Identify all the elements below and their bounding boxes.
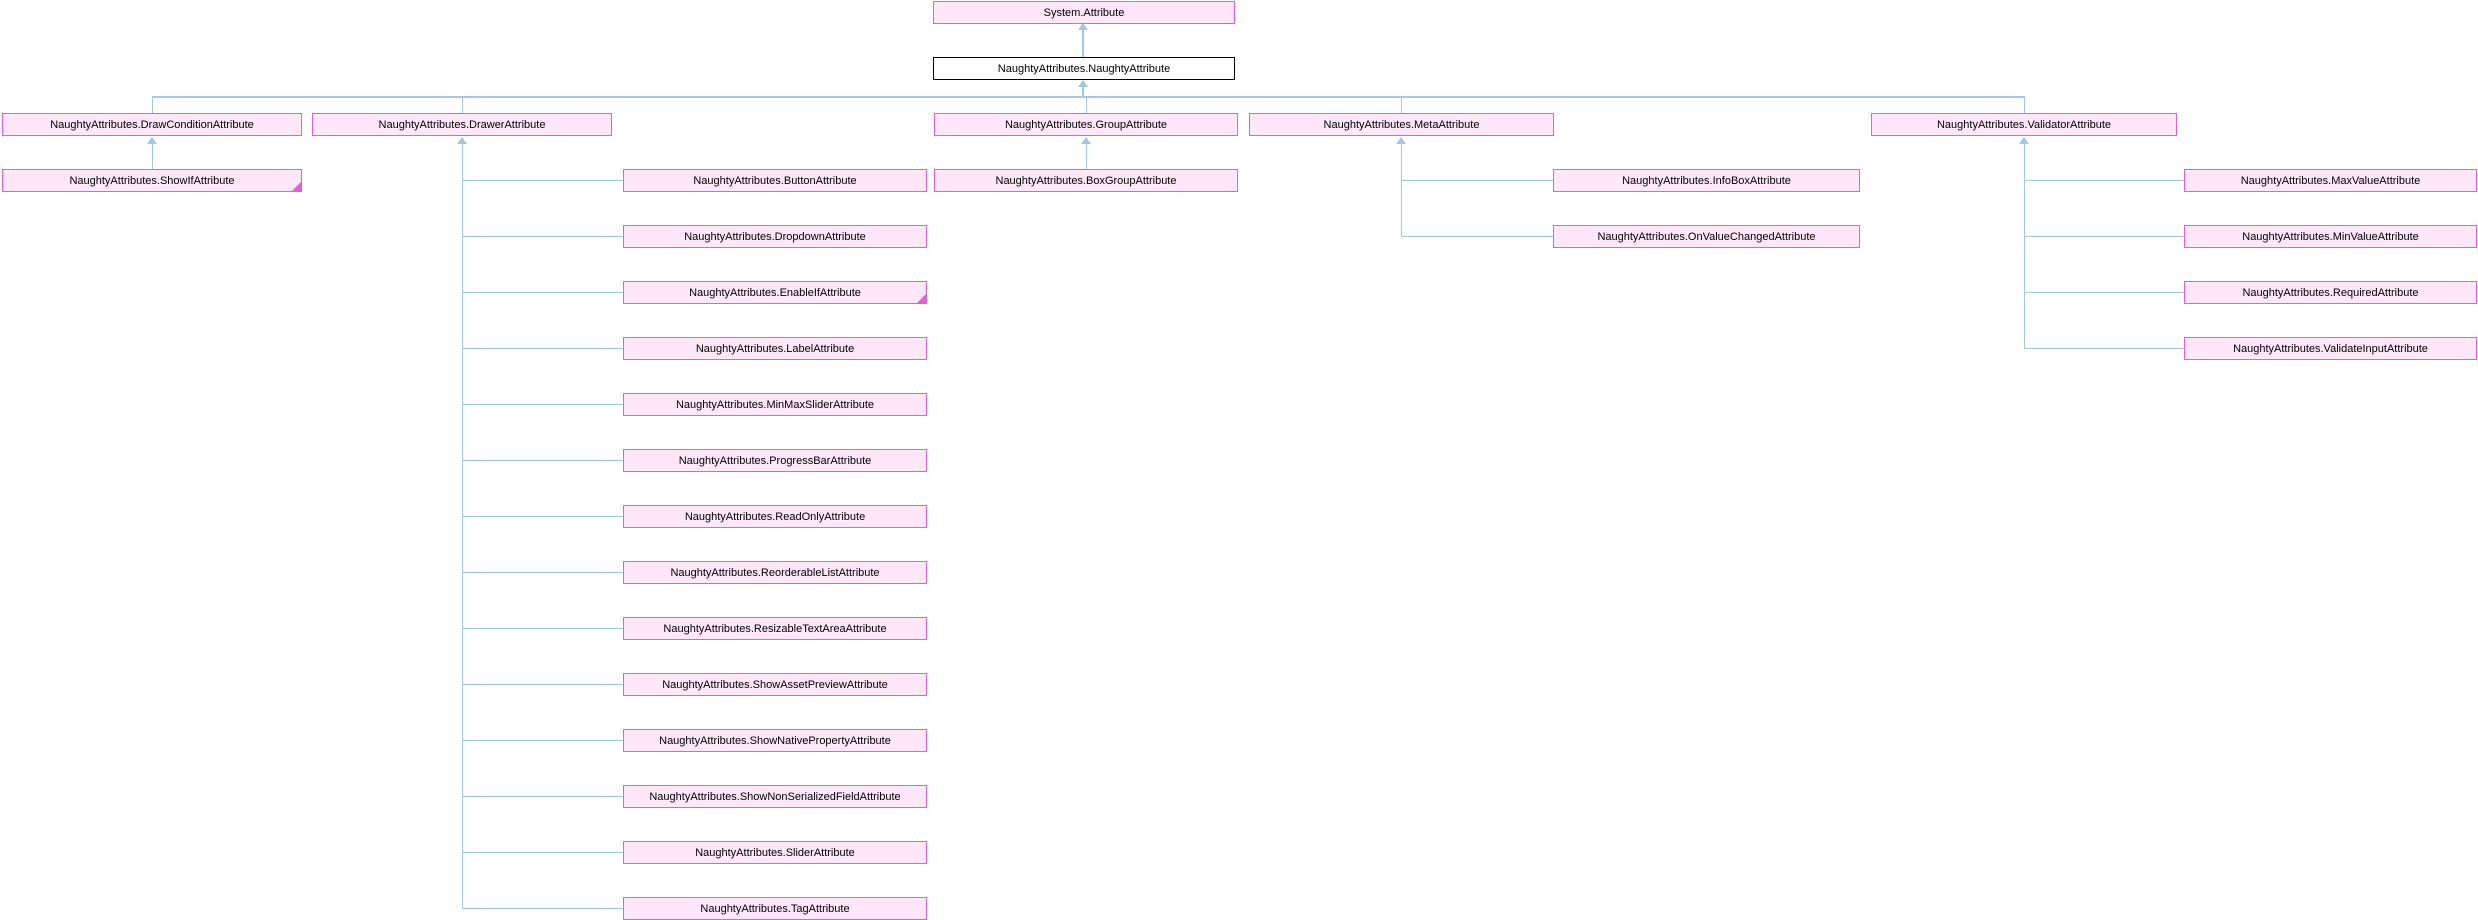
- node-shownonserializedfield-attribute[interactable]: NaughtyAttributes.ShowNonSerializedField…: [623, 785, 927, 808]
- arrow-up-icon: [2019, 137, 2029, 144]
- node-meta-attribute[interactable]: NaughtyAttributes.MetaAttribute: [1249, 113, 1554, 136]
- edge-branch-resizabletextarea: [462, 627, 623, 629]
- edge-branch-onvaluechanged: [1401, 235, 1553, 237]
- node-boxgroup-attribute[interactable]: NaughtyAttributes.BoxGroupAttribute: [934, 169, 1238, 192]
- arrow-up-icon: [147, 137, 157, 144]
- edge-stub-meta: [1400, 97, 1402, 113]
- arrow-up-icon: [1078, 23, 1088, 30]
- node-group-attribute[interactable]: NaughtyAttributes.GroupAttribute: [934, 113, 1238, 136]
- edge-branch-infobox: [1401, 179, 1553, 181]
- edge-branch-tag: [462, 907, 623, 909]
- edge-stub-validator: [2023, 97, 2025, 113]
- node-drawer-attribute[interactable]: NaughtyAttributes.DrawerAttribute: [312, 113, 612, 136]
- node-tag-attribute[interactable]: NaughtyAttributes.TagAttribute: [623, 897, 927, 920]
- edge-branch-readonly: [462, 515, 623, 517]
- node-required-attribute[interactable]: NaughtyAttributes.RequiredAttribute: [2184, 281, 2477, 304]
- edge-branch-validateinput: [2024, 347, 2184, 349]
- edge-branch-reorderablelist: [462, 571, 623, 573]
- edge-boxgroup: [1085, 143, 1087, 169]
- edge-stub-drawer: [461, 97, 463, 113]
- edge-branch-required: [2024, 291, 2184, 293]
- edge-stub-drawcondition: [151, 97, 153, 113]
- node-slider-attribute[interactable]: NaughtyAttributes.SliderAttribute: [623, 841, 927, 864]
- edge-stub-group: [1085, 97, 1087, 113]
- node-label: NaughtyAttributes.ShowIfAttribute: [69, 174, 235, 187]
- node-system-attribute[interactable]: System.Attribute: [933, 1, 1235, 24]
- edge-bus-to-naughty: [1082, 86, 1084, 97]
- edge-branch-minvalue: [2024, 235, 2184, 237]
- node-naughty-attribute-current: NaughtyAttributes.NaughtyAttribute: [933, 57, 1235, 80]
- edge-branch-button: [462, 179, 623, 181]
- node-maxvalue-attribute[interactable]: NaughtyAttributes.MaxValueAttribute: [2184, 169, 2477, 192]
- edge-branch-progressbar: [462, 459, 623, 461]
- node-resizabletextarea-attribute[interactable]: NaughtyAttributes.ResizableTextAreaAttri…: [623, 617, 927, 640]
- node-dropdown-attribute[interactable]: NaughtyAttributes.DropdownAttribute: [623, 225, 927, 248]
- arrow-up-icon: [1081, 137, 1091, 144]
- collapsed-subclasses-fold-icon: [917, 294, 926, 303]
- node-button-attribute[interactable]: NaughtyAttributes.ButtonAttribute: [623, 169, 927, 192]
- node-minmaxslider-attribute[interactable]: NaughtyAttributes.MinMaxSliderAttribute: [623, 393, 927, 416]
- node-progressbar-attribute[interactable]: NaughtyAttributes.ProgressBarAttribute: [623, 449, 927, 472]
- node-readonly-attribute[interactable]: NaughtyAttributes.ReadOnlyAttribute: [623, 505, 927, 528]
- node-reorderablelist-attribute[interactable]: NaughtyAttributes.ReorderableListAttribu…: [623, 561, 927, 584]
- edge-naughty-to-system: [1082, 29, 1084, 57]
- edge-drawer-trunk: [461, 143, 463, 909]
- node-showassetpreview-attribute[interactable]: NaughtyAttributes.ShowAssetPreviewAttrib…: [623, 673, 927, 696]
- arrow-up-icon: [457, 137, 467, 144]
- node-enableif-attribute[interactable]: NaughtyAttributes.EnableIfAttribute: [623, 281, 927, 304]
- edge-validator-trunk: [2023, 143, 2025, 349]
- edge-branch-showassetpreview: [462, 683, 623, 685]
- node-infobox-attribute[interactable]: NaughtyAttributes.InfoBoxAttribute: [1553, 169, 1860, 192]
- node-label-attribute[interactable]: NaughtyAttributes.LabelAttribute: [623, 337, 927, 360]
- node-validator-attribute[interactable]: NaughtyAttributes.ValidatorAttribute: [1871, 113, 2177, 136]
- edge-branch-maxvalue: [2024, 179, 2184, 181]
- node-showif-attribute[interactable]: NaughtyAttributes.ShowIfAttribute: [2, 169, 302, 192]
- collapsed-subclasses-fold-icon: [292, 182, 301, 191]
- node-onvaluechanged-attribute[interactable]: NaughtyAttributes.OnValueChangedAttribut…: [1553, 225, 1860, 248]
- arrow-up-icon: [1396, 137, 1406, 144]
- edge-branch-minmaxslider: [462, 403, 623, 405]
- node-minvalue-attribute[interactable]: NaughtyAttributes.MinValueAttribute: [2184, 225, 2477, 248]
- edge-branch-label: [462, 347, 623, 349]
- edge-showif: [151, 143, 153, 169]
- edge-branch-enableif: [462, 291, 623, 293]
- node-drawcondition-attribute[interactable]: NaughtyAttributes.DrawConditionAttribute: [2, 113, 302, 136]
- edge-meta-trunk: [1400, 143, 1402, 237]
- edge-branch-shownonserializedfield: [462, 795, 623, 797]
- edge-bus: [152, 96, 2025, 98]
- edge-branch-dropdown: [462, 235, 623, 237]
- node-shownativeproperty-attribute[interactable]: NaughtyAttributes.ShowNativePropertyAttr…: [623, 729, 927, 752]
- node-validateinput-attribute[interactable]: NaughtyAttributes.ValidateInputAttribute: [2184, 337, 2477, 360]
- edge-branch-shownativeproperty: [462, 739, 623, 741]
- node-label: NaughtyAttributes.EnableIfAttribute: [689, 286, 861, 299]
- arrow-up-icon: [1078, 80, 1088, 87]
- edge-branch-slider: [462, 851, 623, 853]
